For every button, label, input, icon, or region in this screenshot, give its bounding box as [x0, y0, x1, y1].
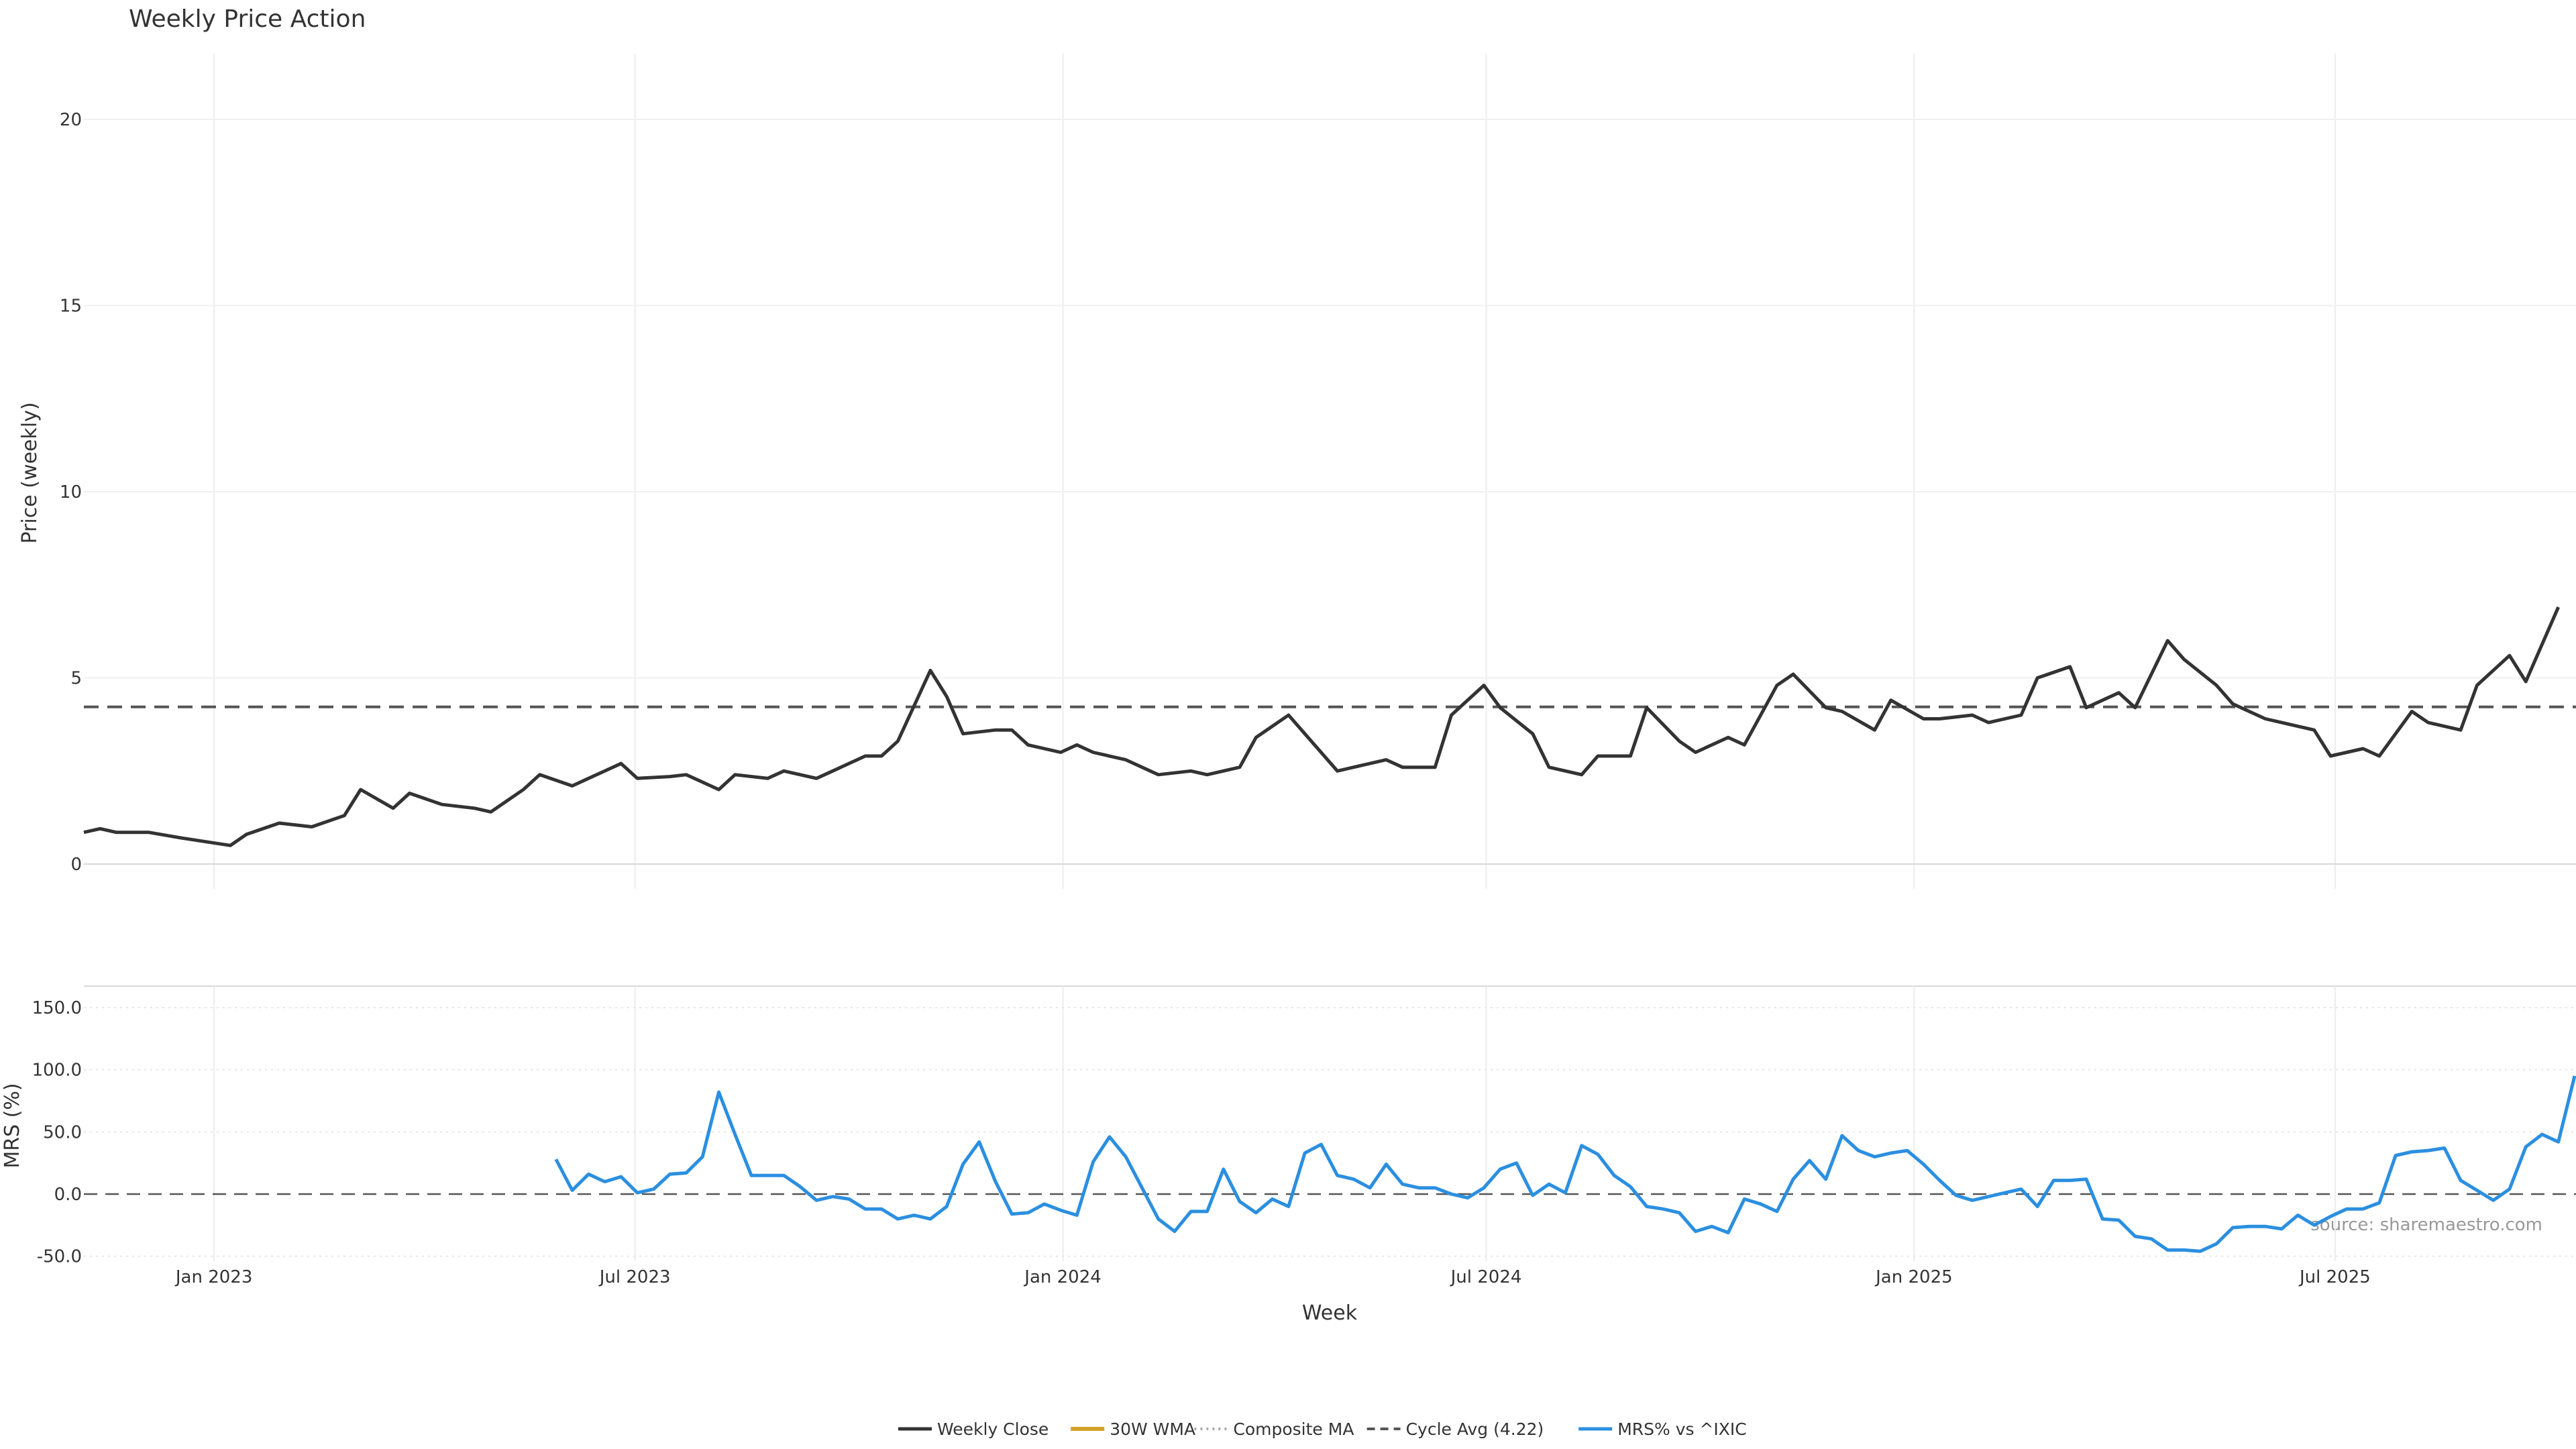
- x-tick-label: Jan 2025: [1874, 1267, 1953, 1287]
- price-y-tick: 15: [60, 297, 82, 317]
- price-axis-label: Price (weekly): [18, 402, 42, 543]
- price-y-tick: 10: [60, 482, 82, 502]
- source-note: source: sharemaestro.com: [2310, 1215, 2542, 1235]
- price-y-tick: 20: [60, 110, 82, 130]
- mrs-y-tick: 0.0: [54, 1185, 82, 1205]
- mrs-line: [554, 1075, 2576, 1253]
- price-panel: 0 5 10 15 20: [60, 54, 2576, 889]
- legend[interactable]: Weekly Close 30W WMA Composite MA Cycle Avg…: [898, 1419, 1747, 1439]
- weekly-close-line: [83, 606, 2560, 847]
- mrs-panel: -50.0 0.0 50.0 100.0 150.0: [32, 985, 2576, 1267]
- x-axis: Jan 2023 Jul 2023 Jan 2024 Jul 2024 Jan 2025…: [174, 1267, 2371, 1287]
- chart-title: Weekly Price Action: [129, 5, 366, 33]
- x-axis-label: Week: [1302, 1301, 1358, 1325]
- legend-label-4: MRS% vs ^IXIC: [1617, 1419, 1747, 1439]
- mrs-y-tick: 100.0: [32, 1061, 82, 1081]
- legend-label-3: Cycle Avg (4.22): [1406, 1419, 1544, 1439]
- mrs-y-tick: 50.0: [43, 1122, 82, 1142]
- x-tick-label: Jan 2023: [174, 1267, 253, 1287]
- x-tick-label: Jul 2025: [2298, 1267, 2371, 1287]
- x-tick-label: Jan 2024: [1023, 1267, 1102, 1287]
- x-tick-label: Jul 2024: [1450, 1267, 1522, 1287]
- legend-label-0: Weekly Close: [937, 1419, 1049, 1439]
- mrs-y-tick: -50.0: [37, 1247, 82, 1267]
- legend-label-1: 30W WMA: [1110, 1419, 1195, 1439]
- mrs-y-tick: 150.0: [32, 998, 82, 1018]
- mrs-axis-label: MRS (%): [1, 1083, 24, 1168]
- x-tick-label: Jul 2023: [598, 1267, 671, 1287]
- legend-label-2: Composite MA: [1233, 1419, 1354, 1439]
- price-y-tick: 0: [70, 855, 82, 875]
- price-y-tick: 5: [70, 669, 82, 689]
